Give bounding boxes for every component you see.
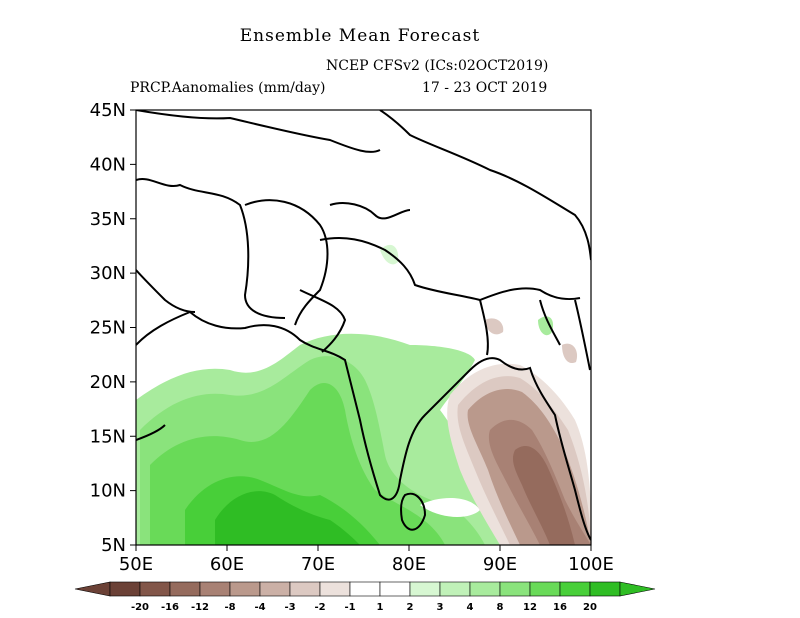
- colorbar-swatch: [319, 581, 351, 597]
- colorbar-label: 4: [467, 602, 474, 613]
- dry-anomaly-region: [562, 343, 578, 364]
- colorbar-swatch: [409, 581, 441, 597]
- wet-anomaly-region: [538, 316, 554, 336]
- colorbar-swatch: [139, 581, 171, 597]
- colorbar-label: 2: [407, 602, 414, 613]
- latitude-tick-label: 30N: [90, 263, 126, 284]
- longitude-tick-label: 70E: [301, 554, 335, 575]
- latitude-tick-label: 20N: [90, 372, 126, 393]
- colorbar-swatch: [529, 581, 561, 597]
- dry-anomaly-region: [485, 318, 504, 335]
- colorbar-swatch: [469, 581, 501, 597]
- colorbar-swatch: [379, 581, 411, 597]
- colorbar-lower-extension: [74, 581, 111, 597]
- colorbar-swatch: [559, 581, 591, 597]
- colorbar-swatch: [349, 581, 381, 597]
- colorbar-swatch: [289, 581, 321, 597]
- longitude-tick-label: 80E: [392, 554, 426, 575]
- period-label: 17 - 23 OCT 2019: [422, 80, 548, 96]
- longitude-tick-label: 50E: [119, 554, 153, 575]
- wet-anomaly-region: [420, 498, 480, 517]
- colorbar-label: -16: [161, 602, 179, 613]
- colorbar-swatch: [199, 581, 231, 597]
- colorbar-label: 16: [553, 602, 567, 613]
- colorbar-swatch: [229, 581, 261, 597]
- latitude-tick-label: 10N: [90, 481, 126, 502]
- variable-label: PRCP.Aanomalies (mm/day): [130, 80, 326, 96]
- colorbar-label: 1: [377, 602, 384, 613]
- anomaly-field: [136, 110, 591, 545]
- colorbar-label: -8: [224, 602, 235, 613]
- colorbar-label: -12: [191, 602, 209, 613]
- latitude-tick-label: 25N: [90, 318, 126, 339]
- colorbar-upper-extension: [619, 581, 656, 597]
- coastlines: [136, 110, 591, 541]
- model-label: NCEP CFSv2 (ICs:02OCT2019): [326, 58, 549, 74]
- longitude-axis: 50E 60E 70E 80E 90E 100E: [119, 545, 614, 575]
- colorbar-label: 12: [523, 602, 537, 613]
- colorbar-label: -3: [284, 602, 295, 613]
- colorbar-swatch: [259, 581, 291, 597]
- colorbar-label: 8: [497, 602, 504, 613]
- map-title: Ensemble Mean Forecast: [239, 26, 481, 46]
- latitude-tick-label: 5N: [101, 535, 126, 556]
- longitude-tick-label: 60E: [210, 554, 244, 575]
- colorbar-swatch: [589, 581, 621, 597]
- colorbar-swatch: [499, 581, 531, 597]
- colorbar: -20 -16 -12 -8 -4 -3 -2 -1 1 2 3 4 8 12 16 20: [74, 581, 656, 613]
- latitude-tick-label: 40N: [90, 154, 126, 175]
- colorbar-swatch: [439, 581, 471, 597]
- longitude-tick-label: 90E: [483, 554, 517, 575]
- latitude-tick-label: 35N: [90, 209, 126, 230]
- colorbar-swatch: [109, 581, 141, 597]
- dry-anomaly-region: [512, 446, 575, 545]
- colorbar-label: -4: [254, 602, 265, 613]
- wet-anomaly-region: [215, 491, 360, 545]
- latitude-tick-label: 15N: [90, 426, 126, 447]
- colorbar-label: -20: [131, 602, 149, 613]
- colorbar-label: -2: [314, 602, 325, 613]
- latitude-axis: 45N 40N 35N 30N 25N 20N 15N 10N 5N: [90, 100, 136, 556]
- latitude-tick-label: 45N: [90, 100, 126, 121]
- longitude-tick-label: 100E: [568, 554, 614, 575]
- colorbar-label: 3: [437, 602, 444, 613]
- colorbar-label: -1: [344, 602, 355, 613]
- colorbar-label: 20: [583, 602, 597, 613]
- colorbar-swatch: [169, 581, 201, 597]
